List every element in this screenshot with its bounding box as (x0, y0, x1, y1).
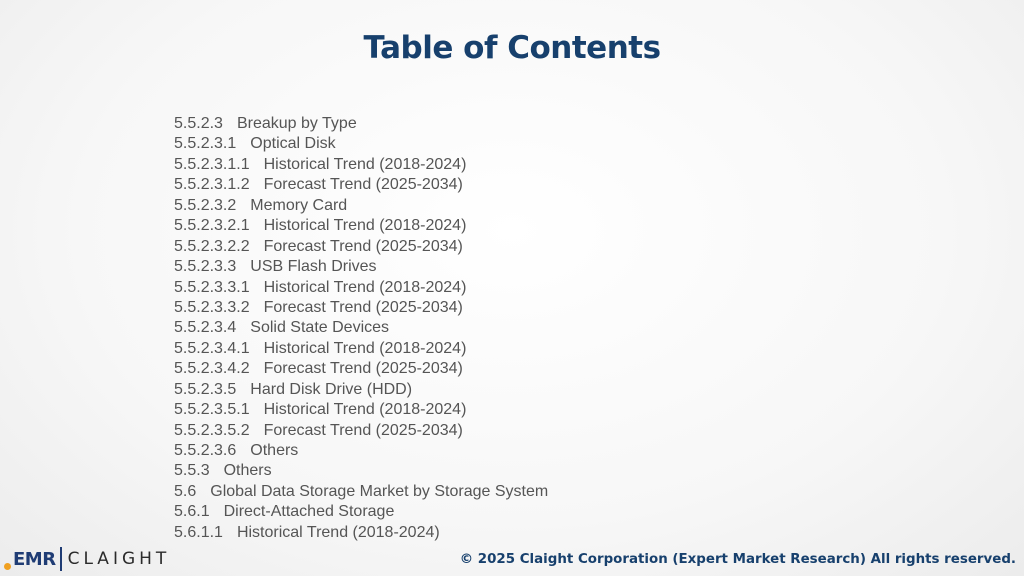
toc-item: 5.5.2.3.4 Solid State Devices (174, 318, 548, 338)
toc-item-label: Breakup by Type (236, 115, 357, 132)
page-title: Table of Contents (363, 30, 661, 66)
toc-item-number: 5.5.2.3.5.1 (174, 401, 250, 419)
toc-list: 5.5.2.3 Breakup by Type 5.5.2.3.1 Optical … (174, 114, 548, 543)
toc-item-label: Others (223, 462, 272, 480)
toc-item-number: 5.6.1 (174, 503, 210, 521)
toc-item: 5.5.2.3.1.1 Historical Trend (2018-2024) (174, 155, 548, 175)
logo-dot-icon (4, 562, 11, 570)
toc-item-number: 5.5.2.3.4 (174, 319, 237, 337)
toc-item-number: 5.5.2.3.5.2 (174, 421, 250, 439)
toc-item-label: Historical Trend (2018-2024) (263, 339, 467, 357)
toc-item: 5.6.1 Direct-Attached Storage (174, 502, 548, 522)
toc-item: 5.5.2.3.6 Others (174, 441, 548, 461)
toc-item: 5.6.1.1 Historical Trend (2018-2024) (174, 523, 548, 543)
company-logo: EMR CLAIGHT (4, 544, 170, 574)
toc-item-number: 5.5.2.3.1.1 (174, 155, 250, 173)
toc-item: 5.5.2.3.5 Hard Disk Drive (HDD) (174, 380, 548, 400)
toc-item-number: 5.5.2.3.2 (174, 196, 237, 214)
logo-claight-text: CLAIGHT (67, 549, 171, 569)
toc-item-number: 5.5.2.3.6 (174, 442, 237, 459)
toc-item-number: 5.5.2.3.2.2 (174, 237, 250, 255)
toc-item-label: Solid State Devices (250, 319, 390, 337)
toc-item-label: Forecast Trend (2025-2034) (263, 421, 463, 439)
toc-item-label: Memory Card (250, 196, 348, 214)
logo-emr-text: EMR (13, 548, 56, 570)
toc-item: 5.5.2.3.3 USB Flash Drives (174, 257, 548, 277)
toc-item: 5.5.2.3.4.1 Historical Trend (2018-2024) (174, 339, 548, 359)
toc-item-label: Forecast Trend (2025-2034) (263, 176, 463, 194)
toc-item: 5.5.2.3.3.1 Historical Trend (2018-2024) (174, 278, 548, 298)
toc-item: 5.5.2.3.5.1 Historical Trend (2018-2024) (174, 400, 548, 420)
toc-item: 5.5.2.3.2.1 Historical Trend (2018-2024) (174, 216, 548, 236)
toc-item-number: 5.5.2.3.5 (174, 380, 237, 398)
toc-item: 5.6 Global Data Storage Market by Storage… (174, 482, 548, 502)
toc-item-label: Forecast Trend (2025-2034) (263, 298, 463, 316)
toc-item-label: Historical Trend (2018-2024) (263, 278, 467, 296)
toc-item-number: 5.5.2.3.4.2 (174, 360, 250, 378)
toc-item-label: Others (250, 442, 299, 459)
toc-item-number: 5.5.2.3.3.2 (174, 298, 250, 316)
copyright-notice: © 2025 Claight Corporation (Expert Marke… (459, 552, 1016, 567)
toc-item: 5.5.2.3.1.2 Forecast Trend (2025-2034) (174, 175, 548, 195)
toc-item-number: 5.5.2.3.3.1 (174, 278, 250, 296)
toc-item: 5.5.2.3.2.2 Forecast Trend (2025-2034) (174, 237, 548, 257)
logo-divider (59, 547, 62, 571)
toc-item-number: 5.5.2.3.1 (174, 135, 237, 153)
toc-item-label: Global Data Storage Market by Storage Sy… (210, 482, 549, 500)
toc-item-number: 5.6.1.1 (174, 523, 223, 541)
toc-item-label: Historical Trend (2018-2024) (263, 155, 467, 173)
toc-item-label: Forecast Trend (2025-2034) (263, 360, 463, 378)
toc-item-label: Direct-Attached Storage (223, 503, 395, 521)
toc-item-label: Historical Trend (2018-2024) (263, 217, 467, 235)
toc-item-number: 5.5.2.3.4.1 (174, 339, 250, 357)
toc-item-number: 5.5.2.3.1.2 (174, 176, 250, 194)
toc-item: 5.5.2.3.3.2 Forecast Trend (2025-2034) (174, 298, 548, 318)
toc-item: 5.5.2.3.4.2 Forecast Trend (2025-2034) (174, 359, 548, 379)
toc-item-number: 5.5.2.3 (174, 115, 223, 132)
toc-item-label: Historical Trend (2018-2024) (263, 401, 467, 419)
toc-item: 5.5.2.3 Breakup by Type (174, 114, 548, 134)
toc-item: 5.5.3 Others (174, 461, 548, 481)
toc-item: 5.5.2.3.5.2 Forecast Trend (2025-2034) (174, 421, 548, 441)
toc-item-label: USB Flash Drives (250, 258, 377, 276)
toc-item-number: 5.6 (174, 482, 197, 500)
toc-item-number: 5.5.2.3.3 (174, 258, 237, 276)
toc-item-number: 5.5.2.3.2.1 (174, 217, 250, 235)
toc-item-label: Optical Disk (250, 135, 336, 153)
toc-item-label: Forecast Trend (2025-2034) (263, 237, 463, 255)
toc-item: 5.5.2.3.2 Memory Card (174, 196, 548, 216)
toc-item: 5.5.2.3.1 Optical Disk (174, 134, 548, 154)
toc-item-number: 5.5.3 (174, 462, 210, 480)
toc-item-label: Historical Trend (2018-2024) (236, 523, 440, 541)
toc-item-label: Hard Disk Drive (HDD) (250, 380, 413, 398)
